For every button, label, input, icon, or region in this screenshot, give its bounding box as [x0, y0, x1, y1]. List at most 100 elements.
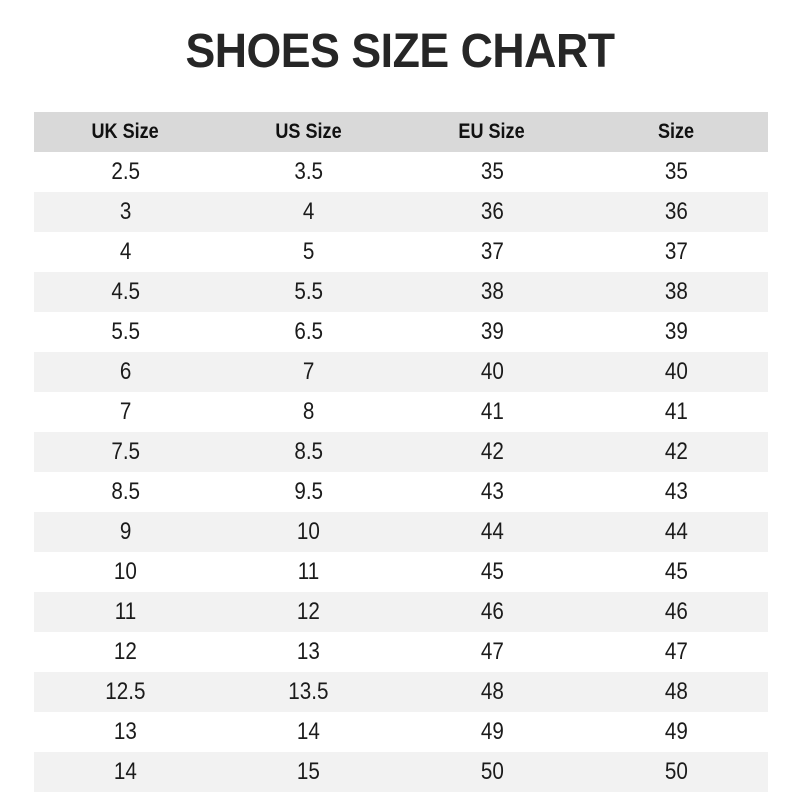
table-cell-value: 5 [302, 238, 315, 265]
table-row: 4.5 5.5 38 38 [34, 272, 768, 312]
table-cell-value: 11 [297, 558, 320, 585]
table-cell: 48 [584, 672, 768, 712]
table-cell-value: 49 [664, 718, 688, 745]
table-cell-value: 47 [664, 638, 688, 665]
table-cell-value: 4 [302, 198, 315, 225]
table-cell: 8.5 [217, 432, 400, 472]
table-cell-value: 4.5 [111, 278, 140, 305]
table-cell: 9.5 [217, 472, 400, 512]
shoes-size-table: UK Size US Size EU Size Size 2.5 3.5 35 35 3… [34, 112, 768, 792]
table-cell-value: 8 [302, 398, 315, 425]
table-cell: 47 [584, 632, 768, 672]
table-cell: 6 [34, 352, 217, 392]
table-row: 14 15 50 50 [34, 752, 768, 792]
column-header-size: Size [584, 112, 768, 152]
table-cell: 12 [34, 632, 217, 672]
table-cell: 10 [217, 512, 400, 552]
table-cell: 4 [217, 192, 400, 232]
table-row: 8.5 9.5 43 43 [34, 472, 768, 512]
table-cell-value: 14 [297, 718, 320, 745]
table-cell: 3 [34, 192, 217, 232]
table-cell: 39 [400, 312, 584, 352]
table-cell: 7.5 [34, 432, 217, 472]
table-row: 7 8 41 41 [34, 392, 768, 432]
table-cell: 36 [584, 192, 768, 232]
table-cell: 12 [217, 592, 400, 632]
table-cell: 5.5 [34, 312, 217, 352]
table-cell: 13 [34, 712, 217, 752]
table-cell: 46 [584, 592, 768, 632]
table-cell: 9 [34, 512, 217, 552]
table-cell: 40 [400, 352, 584, 392]
table-cell: 43 [584, 472, 768, 512]
table-cell-value: 9.5 [294, 478, 323, 505]
table-cell-value: 48 [664, 678, 688, 705]
column-header-us-size-label: US Size [275, 120, 342, 143]
table-cell-value: 44 [480, 518, 504, 545]
table-cell: 37 [400, 232, 584, 272]
table-cell: 4 [34, 232, 217, 272]
table-row: 5.5 6.5 39 39 [34, 312, 768, 352]
table-cell-value: 42 [664, 438, 688, 465]
table-cell-value: 4 [119, 238, 132, 265]
table-row: 4 5 37 37 [34, 232, 768, 272]
table-cell: 38 [584, 272, 768, 312]
table-cell: 8 [217, 392, 400, 432]
table-cell-value: 42 [480, 438, 504, 465]
column-header-us-size: US Size [217, 112, 400, 152]
table-cell: 45 [400, 552, 584, 592]
table-cell: 35 [400, 152, 584, 192]
column-header-eu-size-label: EU Size [458, 120, 526, 143]
table-cell-value: 5.5 [111, 318, 140, 345]
table-cell-value: 45 [664, 558, 688, 585]
table-cell-value: 35 [664, 158, 688, 185]
table-cell-value: 13 [297, 638, 320, 665]
table-cell-value: 37 [480, 238, 504, 265]
table-cell-value: 41 [664, 398, 688, 425]
table-cell: 4.5 [34, 272, 217, 312]
table-cell-value: 39 [480, 318, 504, 345]
table-cell: 13 [217, 632, 400, 672]
table-cell: 44 [400, 512, 584, 552]
table-cell: 38 [400, 272, 584, 312]
table-row: 6 7 40 40 [34, 352, 768, 392]
table-cell: 39 [584, 312, 768, 352]
table-cell: 15 [217, 752, 400, 792]
table-cell-value: 46 [480, 598, 504, 625]
table-cell-value: 39 [664, 318, 688, 345]
column-header-uk-size: UK Size [34, 112, 217, 152]
table-cell: 10 [34, 552, 217, 592]
table-cell: 11 [34, 592, 217, 632]
table-cell-value: 7 [119, 398, 132, 425]
table-cell-value: 5.5 [294, 278, 323, 305]
page-title: SHOES SIZE CHART [185, 25, 615, 78]
table-cell-value: 14 [114, 758, 137, 785]
table-cell: 14 [34, 752, 217, 792]
table-cell-value: 3.5 [294, 158, 323, 185]
table-cell: 40 [584, 352, 768, 392]
table-cell: 42 [584, 432, 768, 472]
table-cell-value: 48 [480, 678, 504, 705]
table-cell: 44 [584, 512, 768, 552]
table-cell-value: 37 [664, 238, 688, 265]
table-cell: 7 [217, 352, 400, 392]
table-cell: 14 [217, 712, 400, 752]
table-cell: 13.5 [217, 672, 400, 712]
table-cell: 50 [584, 752, 768, 792]
table-cell-value: 47 [480, 638, 504, 665]
table-cell-value: 7.5 [111, 438, 140, 465]
table-cell: 47 [400, 632, 584, 672]
table-cell-value: 13 [114, 718, 137, 745]
table-cell-value: 46 [664, 598, 688, 625]
table-row: 2.5 3.5 35 35 [34, 152, 768, 192]
table-cell-value: 8.5 [111, 478, 140, 505]
table-cell: 5.5 [217, 272, 400, 312]
table-cell-value: 2.5 [111, 158, 140, 185]
table-cell: 36 [400, 192, 584, 232]
table-row: 3 4 36 36 [34, 192, 768, 232]
table-cell-value: 12 [114, 638, 137, 665]
table-row: 13 14 49 49 [34, 712, 768, 752]
table-cell: 45 [584, 552, 768, 592]
table-cell-value: 35 [480, 158, 504, 185]
table-cell-value: 15 [297, 758, 320, 785]
